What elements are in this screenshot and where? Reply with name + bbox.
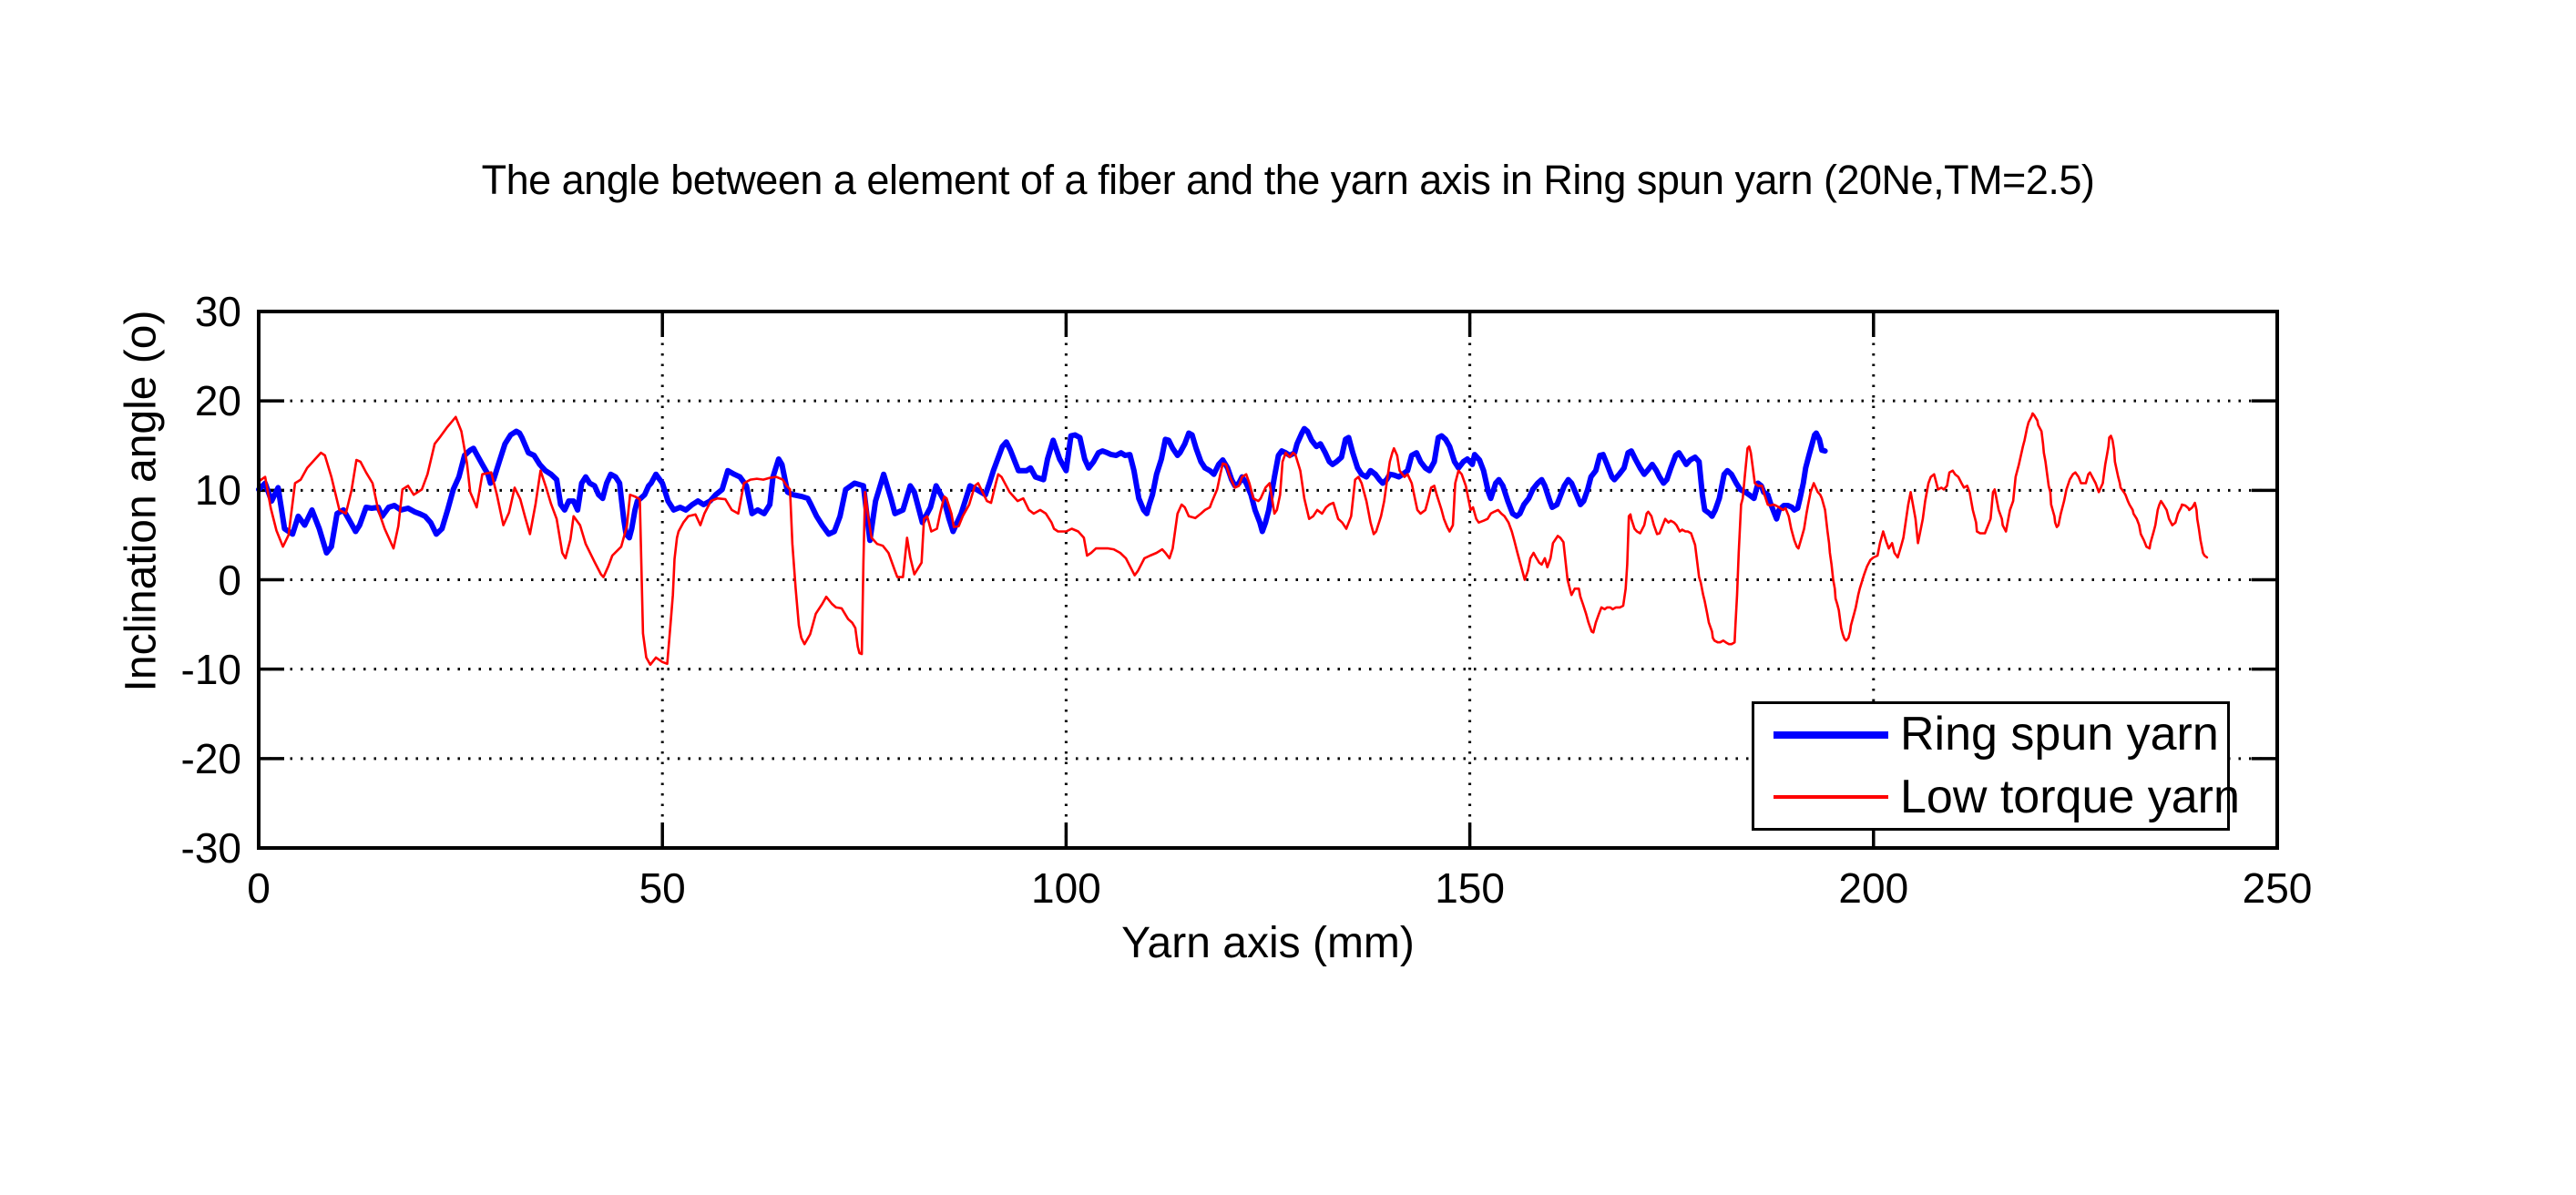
legend-line-sample-red [1774, 795, 1888, 800]
legend-entry-ring-spun-yarn: Ring spun yarn [1754, 710, 2227, 760]
plot-border [257, 310, 2279, 850]
x-tick-label-250: 250 [2242, 864, 2313, 912]
legend-label: Ring spun yarn [1900, 708, 2219, 761]
y-tick-label-0: 0 [218, 556, 241, 604]
series-line-ring-spun-yarn [256, 425, 1828, 556]
y-tick-label--20: -20 [180, 734, 241, 782]
legend-box: Ring spun yarn Low torque yarn [1752, 701, 2240, 831]
legend-label: Low torque yarn [1900, 771, 2240, 823]
x-tick-label-50: 50 [639, 864, 686, 912]
legend-line-sample-blue [1774, 730, 1888, 739]
x-axis-label: Yarn axis (mm) [1121, 919, 1415, 967]
x-tick-label-200: 200 [1838, 864, 1909, 912]
y-tick-label-30: 30 [194, 288, 241, 335]
legend-entry-low-torque-yarn: Low torque yarn [1754, 772, 2240, 822]
series-line-low-torque-yarn [257, 412, 2209, 667]
chart-title: The angle between a element of a fiber a… [481, 157, 2095, 203]
y-tick-label--30: -30 [180, 824, 241, 872]
y-tick-label--10: -10 [180, 645, 241, 693]
x-tick-label-0: 0 [247, 864, 271, 912]
x-tick-label-100: 100 [1031, 864, 1101, 912]
x-tick-label-150: 150 [1435, 864, 1505, 912]
y-tick-label-10: 10 [194, 466, 241, 515]
y-tick-label-20: 20 [194, 377, 241, 425]
